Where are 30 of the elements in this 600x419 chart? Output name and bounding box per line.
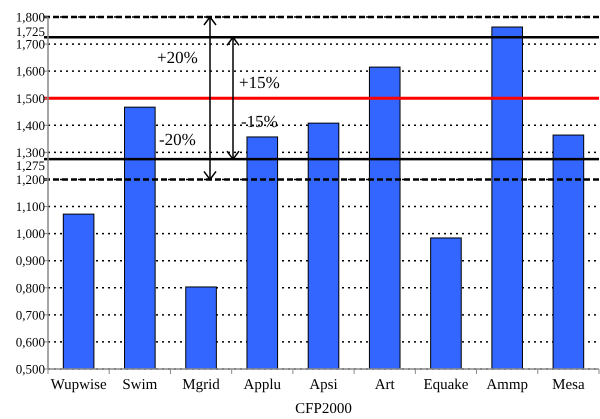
y-tick-label: 1,800 xyxy=(16,10,45,25)
annotation: -20% xyxy=(159,130,196,149)
ref-line-label: 1,725 xyxy=(16,24,45,40)
x-tick-label: Wupwise xyxy=(50,377,107,393)
x-tick-label: Swim xyxy=(122,377,158,393)
y-tick-label: 0,700 xyxy=(16,307,45,322)
y-tick-label: 0,800 xyxy=(16,280,45,296)
x-tick-label: Mesa xyxy=(552,377,585,393)
x-axis-title: CFP2000 xyxy=(295,401,352,417)
y-tick-label: 1,600 xyxy=(16,64,45,79)
annotation: +15% xyxy=(239,73,280,92)
annotation: -15% xyxy=(241,112,278,131)
y-tick-label: 1,100 xyxy=(16,199,45,214)
annotation: +20% xyxy=(157,48,198,67)
x-tick-label: Applu xyxy=(244,377,282,393)
x-tick-label: Ammp xyxy=(486,377,528,393)
y-tick-label: 1,200 xyxy=(16,172,45,188)
x-tick-label: Equake xyxy=(423,377,469,393)
y-tick-label: 0,600 xyxy=(16,334,45,350)
y-tick-label: 1,400 xyxy=(16,118,45,133)
y-tick-label: 0,900 xyxy=(16,253,45,268)
x-tick-label: Mgrid xyxy=(182,377,220,393)
y-tick-label: 1,300 xyxy=(16,144,45,160)
y-tick-label: 1,700 xyxy=(16,36,45,52)
y-tick-label: 1,500 xyxy=(16,90,45,106)
ref-line-label: 1,275 xyxy=(16,158,45,174)
y-tick-label: 1,000 xyxy=(16,226,45,242)
y-tick-label: 0,500 xyxy=(16,362,45,377)
x-tick-label: Art xyxy=(374,377,396,393)
x-tick-label: Apsi xyxy=(309,377,338,393)
